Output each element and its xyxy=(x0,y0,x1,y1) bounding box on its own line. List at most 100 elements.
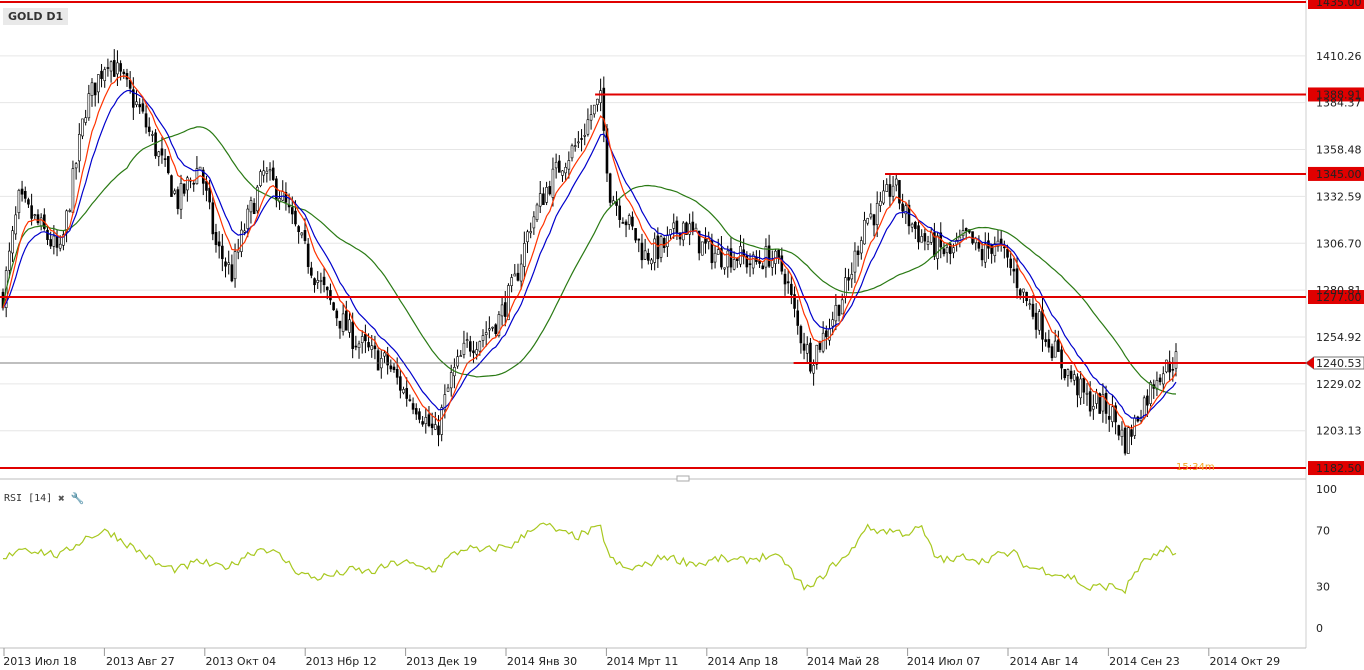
candle-body xyxy=(497,314,501,337)
candle-body xyxy=(825,330,828,338)
candle-body xyxy=(523,243,526,267)
candle-body xyxy=(1174,351,1178,369)
candle-body xyxy=(659,236,663,258)
candle-body xyxy=(570,145,574,159)
rsi-header: RSI [14] ✖ 🔧 xyxy=(4,492,85,505)
candle-body xyxy=(704,238,707,244)
candle-body xyxy=(1120,429,1124,437)
candle-body xyxy=(383,352,386,357)
candle-body xyxy=(675,220,679,234)
candle-body xyxy=(36,214,40,224)
level-label: 1182.50 xyxy=(1316,462,1362,475)
candle-body xyxy=(424,417,428,424)
candle-body xyxy=(926,241,930,245)
candle-body xyxy=(373,345,377,350)
level-label: 1345.00 xyxy=(1316,168,1362,181)
candle-body xyxy=(538,193,542,207)
candle-body xyxy=(338,320,342,329)
candle-body xyxy=(1031,303,1035,317)
price-tick-label: 1306.70 xyxy=(1316,237,1362,250)
price-tick-label: 1280.81 xyxy=(1316,284,1362,297)
level-tag xyxy=(1308,166,1364,181)
candle-body xyxy=(510,277,513,286)
sma-slow-line xyxy=(2,126,1177,395)
candle-body xyxy=(395,369,399,378)
price-tick-label: 1410.26 xyxy=(1316,50,1362,63)
level-label: 1388.91 xyxy=(1316,88,1362,101)
candle-body xyxy=(1009,258,1012,268)
level-label: 1435.00 xyxy=(1316,0,1362,9)
price-tick-label: 1254.92 xyxy=(1316,331,1362,344)
candle-body xyxy=(891,185,895,197)
candle-body xyxy=(49,239,52,247)
candle-body xyxy=(672,222,676,229)
candle-body xyxy=(1165,359,1168,373)
candle-body xyxy=(1050,346,1054,359)
wrench-icon[interactable]: 🔧 xyxy=(70,492,85,505)
candle-body xyxy=(888,184,892,197)
candle-body xyxy=(993,243,997,256)
candle-body xyxy=(723,267,726,270)
close-icon[interactable]: ✖ xyxy=(58,492,65,505)
candle-body xyxy=(618,205,621,220)
candle-body xyxy=(430,423,434,429)
candle-body xyxy=(507,285,510,320)
candle-body xyxy=(399,376,402,391)
candle-body xyxy=(329,290,332,301)
candle-body xyxy=(147,126,151,132)
candle-body xyxy=(653,238,656,263)
candle-body xyxy=(389,365,393,370)
candle-body xyxy=(955,240,958,245)
candle-body xyxy=(322,276,326,286)
candle-body xyxy=(195,168,199,185)
candle-body xyxy=(71,168,75,213)
price-tick-label: 1384.37 xyxy=(1316,97,1362,110)
candle-body xyxy=(1047,339,1051,348)
date-tick-label: 2014 Сен 23 xyxy=(1109,655,1180,668)
candle-body xyxy=(468,341,472,352)
candle-body xyxy=(1161,373,1165,385)
candle-body xyxy=(157,151,161,157)
gridlines xyxy=(0,0,1307,649)
candle-body xyxy=(1063,368,1067,379)
level-tag xyxy=(1308,290,1364,305)
candle-body xyxy=(52,235,56,247)
candle-body xyxy=(1158,377,1162,383)
ema-mid-line xyxy=(2,89,1177,420)
candle-body xyxy=(840,299,844,315)
candle-body xyxy=(1003,246,1006,249)
candle-body xyxy=(23,190,27,199)
candle-body xyxy=(1076,376,1079,396)
candle-body xyxy=(392,366,396,370)
date-tick-label: 2013 Авг 27 xyxy=(106,655,175,668)
candle-body xyxy=(535,204,539,221)
candle-body xyxy=(605,128,609,174)
candle-body xyxy=(478,341,482,352)
candle-body xyxy=(821,332,825,352)
candle-body xyxy=(313,278,316,286)
candle-body xyxy=(624,221,628,226)
candle-body xyxy=(697,230,701,254)
candle-body xyxy=(761,265,765,270)
candle-body xyxy=(802,343,806,351)
candle-body xyxy=(1018,289,1022,296)
horizontal-levels[interactable]: 1435.00 1388.91 1345.00 1277.00 1240.53 1182.… xyxy=(0,0,1364,476)
candle-body xyxy=(847,277,850,281)
candle-body xyxy=(414,408,418,415)
level-tag xyxy=(1308,461,1364,476)
candle-body xyxy=(11,230,14,254)
candle-body xyxy=(491,326,494,329)
date-tick-label: 2013 Дек 19 xyxy=(406,655,477,668)
candle-body xyxy=(297,226,300,233)
candle-body xyxy=(303,230,307,241)
candle-body xyxy=(1136,416,1140,422)
candle-body xyxy=(1006,248,1009,258)
moving-averages xyxy=(2,75,1177,430)
candle-body xyxy=(119,63,122,72)
candle-body xyxy=(418,411,421,420)
date-tick-label: 2013 Нбр 12 xyxy=(306,655,377,668)
candle-body xyxy=(357,343,361,348)
candle-body xyxy=(805,344,809,354)
candle-body xyxy=(230,264,234,282)
